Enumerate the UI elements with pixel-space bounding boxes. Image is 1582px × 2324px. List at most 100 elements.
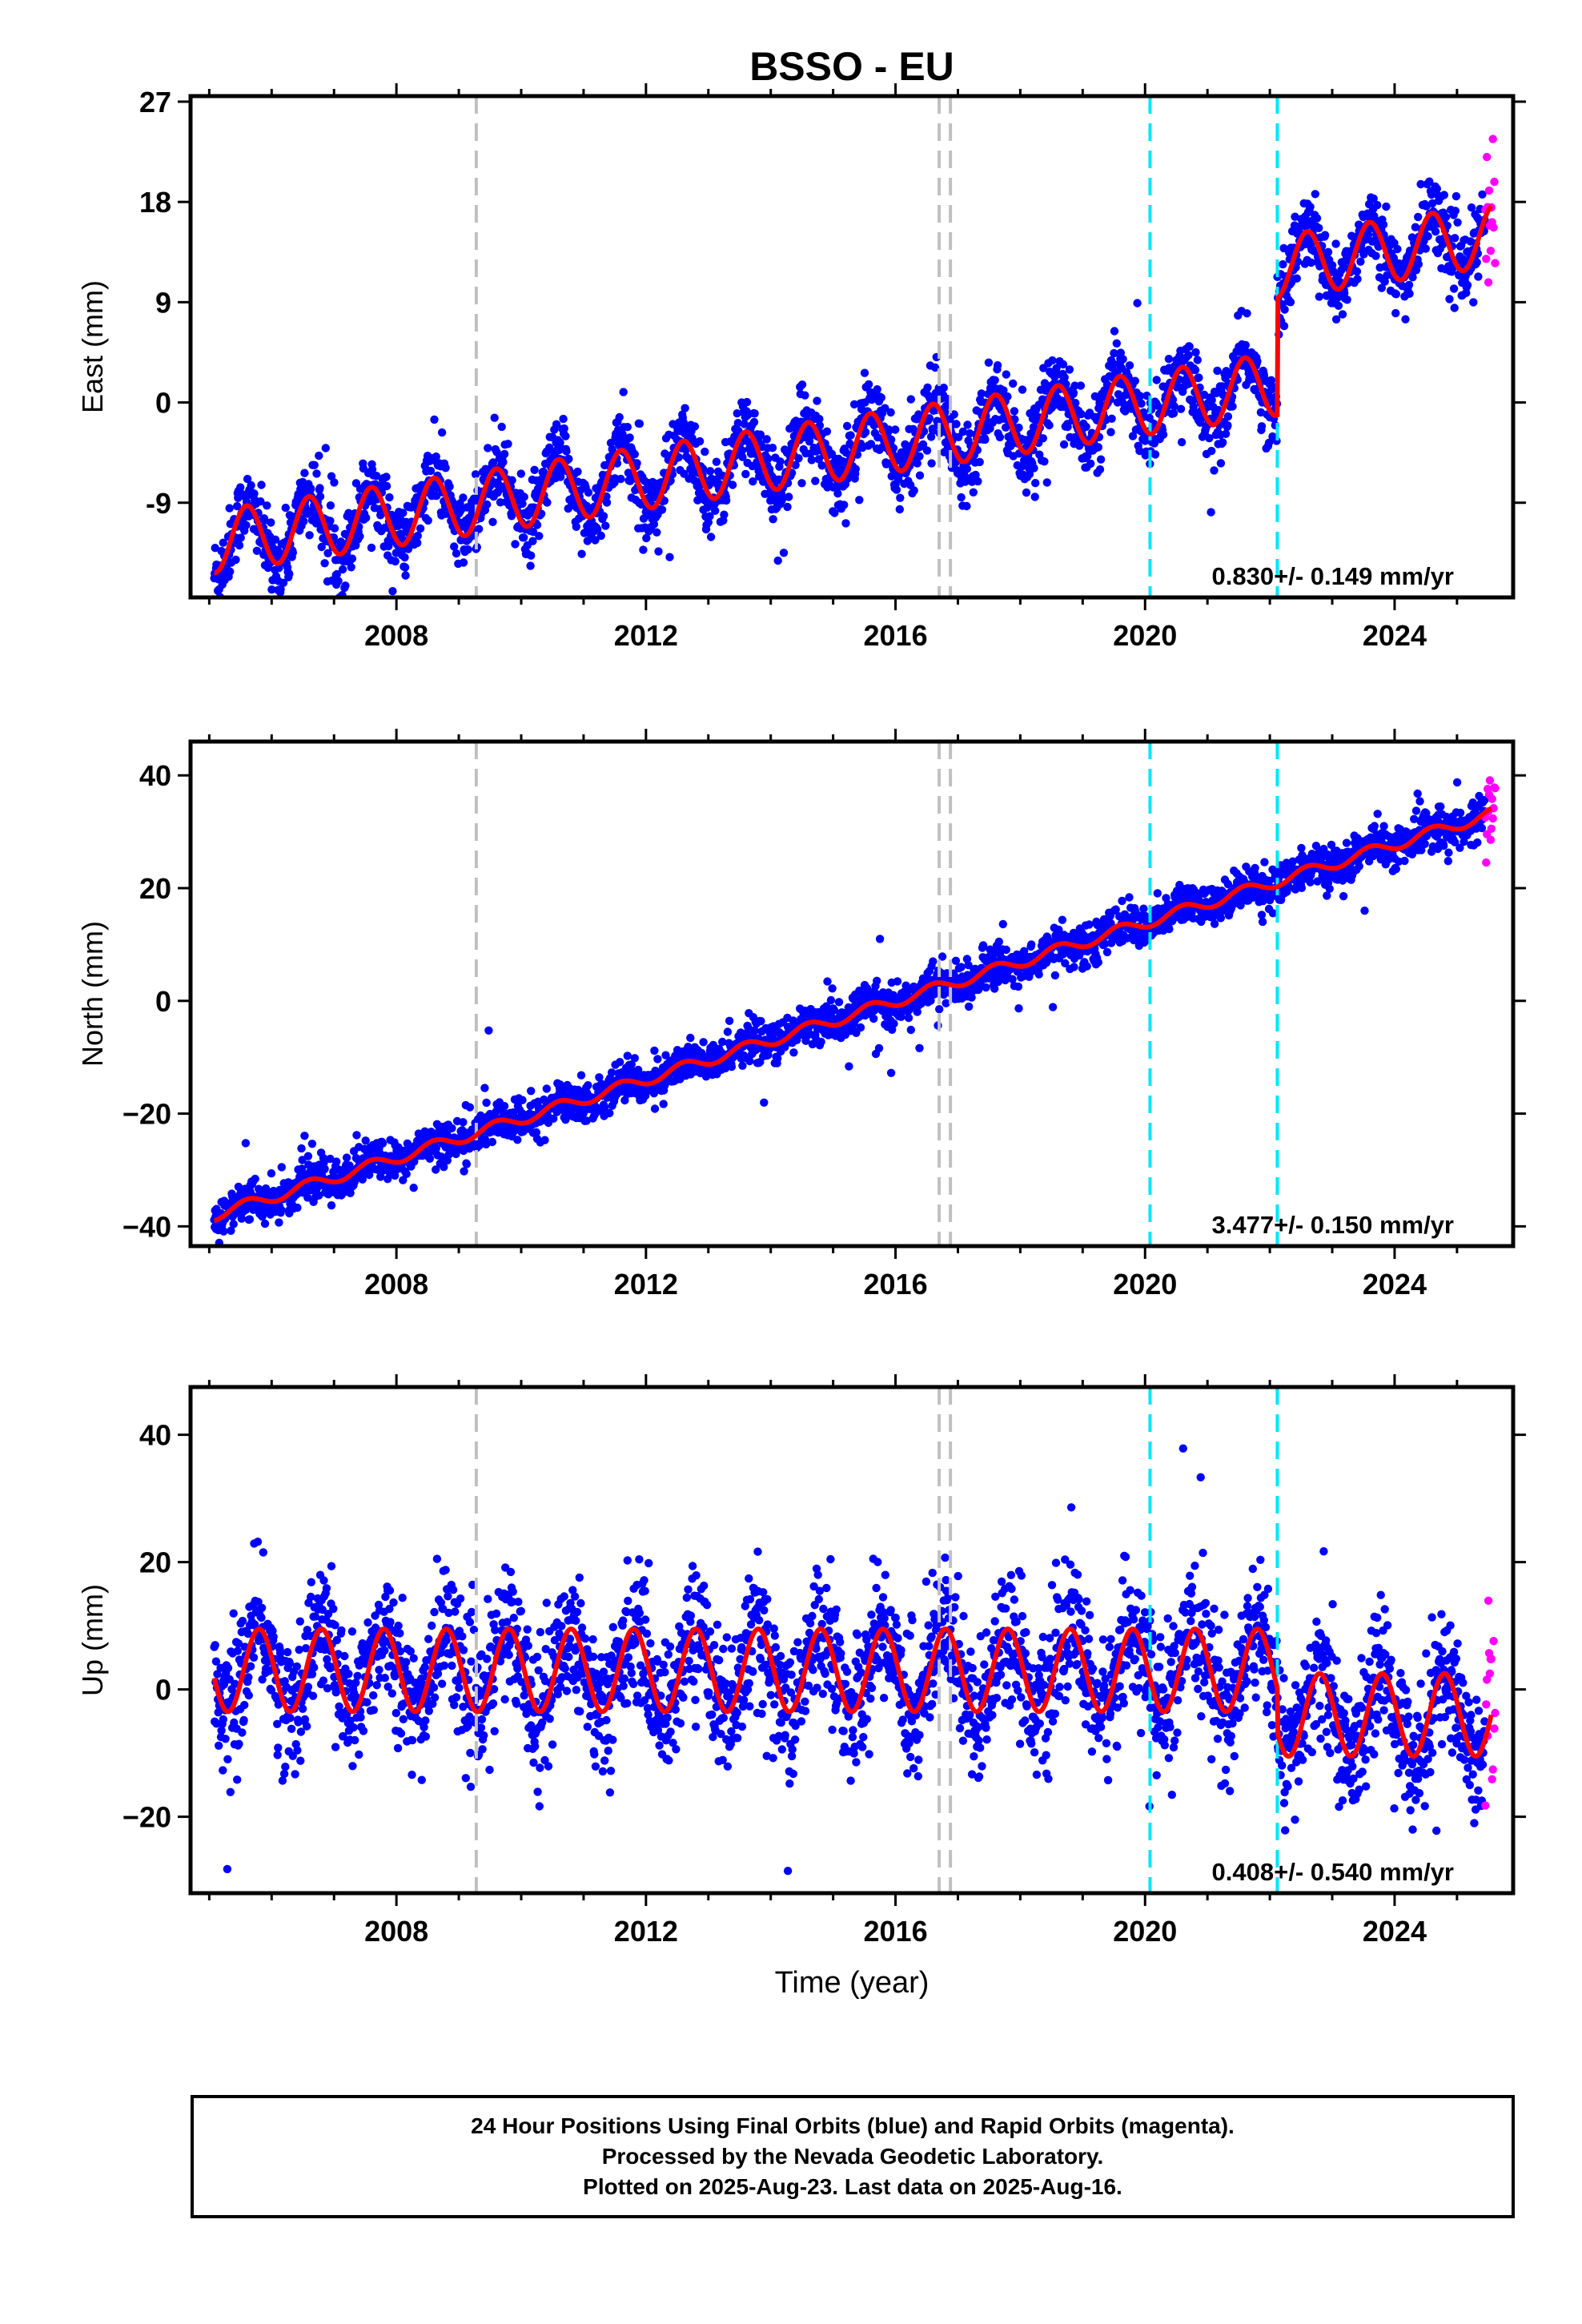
- final-orbit-point: [539, 467, 548, 476]
- final-orbit-point: [740, 420, 749, 428]
- final-orbit-point: [279, 578, 288, 587]
- final-orbit-point: [267, 518, 275, 527]
- final-orbit-point: [1404, 280, 1414, 289]
- final-orbit-point: [320, 559, 329, 568]
- final-orbit-point: [1014, 982, 1023, 991]
- final-orbit-point: [801, 391, 809, 400]
- final-orbit-point: [413, 538, 422, 548]
- final-orbit-point: [1112, 339, 1122, 348]
- final-orbit-point: [257, 480, 266, 489]
- final-orbit-point: [952, 420, 961, 428]
- final-orbit-point: [779, 549, 789, 557]
- final-orbit-point: [760, 1098, 769, 1108]
- final-orbit-point: [315, 1191, 323, 1200]
- final-orbit-point: [661, 1051, 670, 1059]
- final-orbit-point: [1107, 414, 1116, 423]
- final-orbit-point: [1405, 289, 1414, 298]
- final-orbit-point: [1428, 199, 1437, 208]
- final-orbit-point: [1030, 493, 1039, 501]
- final-orbit-point: [432, 1144, 440, 1153]
- final-orbit-point: [1279, 259, 1287, 269]
- final-orbit-point: [425, 1154, 435, 1164]
- final-orbit-point: [1102, 947, 1112, 957]
- final-orbit-point: [1137, 399, 1146, 408]
- final-orbit-point: [659, 1100, 668, 1108]
- final-orbit-point: [623, 423, 632, 432]
- final-orbit-point: [1109, 360, 1118, 368]
- final-orbit-point: [583, 537, 592, 545]
- final-orbit-point: [1071, 399, 1080, 408]
- final-orbit-point: [1026, 429, 1035, 438]
- final-orbit-point: [1030, 464, 1038, 472]
- final-orbit-point: [391, 1171, 400, 1180]
- final-orbit-point: [483, 500, 492, 509]
- final-orbit-point: [1432, 184, 1442, 193]
- final-orbit-point: [1054, 925, 1063, 935]
- final-orbit-point: [561, 432, 570, 440]
- final-orbit-point: [650, 1104, 660, 1113]
- final-orbit-point: [500, 449, 509, 459]
- final-orbit-point: [815, 421, 825, 430]
- final-orbit-point: [1038, 434, 1048, 443]
- final-orbit-point: [773, 556, 782, 565]
- final-orbit-point: [1393, 244, 1402, 254]
- final-orbit-point: [488, 517, 497, 526]
- final-orbit-point: [1383, 271, 1391, 279]
- final-orbit-point: [794, 454, 803, 463]
- final-orbit-point: [1139, 904, 1148, 913]
- final-orbit-point: [235, 541, 244, 550]
- final-orbit-point: [245, 1215, 255, 1224]
- final-orbit-point: [1170, 402, 1178, 411]
- frame-east: [188, 94, 1516, 600]
- final-orbit-point: [300, 1132, 309, 1140]
- final-orbit-point: [807, 456, 816, 464]
- final-orbit-point: [661, 1080, 669, 1090]
- final-orbit-point: [742, 397, 752, 407]
- final-orbit-point: [1256, 408, 1266, 417]
- final-orbit-point: [452, 549, 461, 558]
- final-orbit-point: [1411, 223, 1420, 231]
- final-orbit-point: [1025, 469, 1034, 479]
- final-orbit-point: [1048, 1003, 1058, 1011]
- final-orbit-point: [1219, 438, 1227, 447]
- final-orbit-point: [1334, 301, 1343, 310]
- final-orbit-point: [1207, 508, 1215, 517]
- final-orbit-point: [1472, 258, 1481, 267]
- final-orbit-point: [226, 567, 235, 576]
- final-orbit-point: [332, 569, 341, 579]
- final-orbit-point: [251, 1174, 259, 1184]
- final-orbit-point: [733, 419, 742, 428]
- final-orbit-point: [749, 477, 757, 486]
- final-orbit-point: [326, 517, 335, 525]
- final-orbit-point: [300, 468, 309, 477]
- final-orbit-point: [649, 520, 659, 529]
- final-orbit-point: [1164, 355, 1174, 364]
- final-orbit-point: [441, 464, 450, 472]
- final-orbit-point: [652, 528, 661, 537]
- final-orbit-point: [951, 956, 961, 966]
- final-orbit-point: [225, 504, 234, 513]
- final-orbit-point: [929, 426, 938, 436]
- final-orbit-point: [1369, 194, 1378, 203]
- final-orbit-point: [783, 502, 792, 512]
- final-orbit-point: [625, 433, 634, 442]
- final-orbit-point: [909, 486, 918, 495]
- plot-area-east: [210, 96, 1500, 597]
- y-tick-label: 27: [139, 86, 171, 119]
- final-orbit-point: [681, 404, 689, 412]
- final-orbit-point: [833, 489, 842, 498]
- final-orbit-point: [1416, 179, 1425, 189]
- final-orbit-point: [789, 1048, 798, 1057]
- final-orbit-point: [962, 464, 972, 473]
- final-orbit-point: [705, 512, 714, 521]
- rapid-orbit-point: [1490, 177, 1499, 187]
- final-orbit-point: [532, 521, 542, 529]
- rapid-orbit-point: [1491, 259, 1500, 267]
- final-orbit-point: [1474, 272, 1483, 281]
- final-orbit-point: [450, 542, 459, 551]
- final-orbit-point: [317, 542, 326, 552]
- final-orbit-point: [1085, 920, 1094, 929]
- final-orbit-point: [1027, 940, 1036, 949]
- final-orbit-point: [1002, 945, 1011, 955]
